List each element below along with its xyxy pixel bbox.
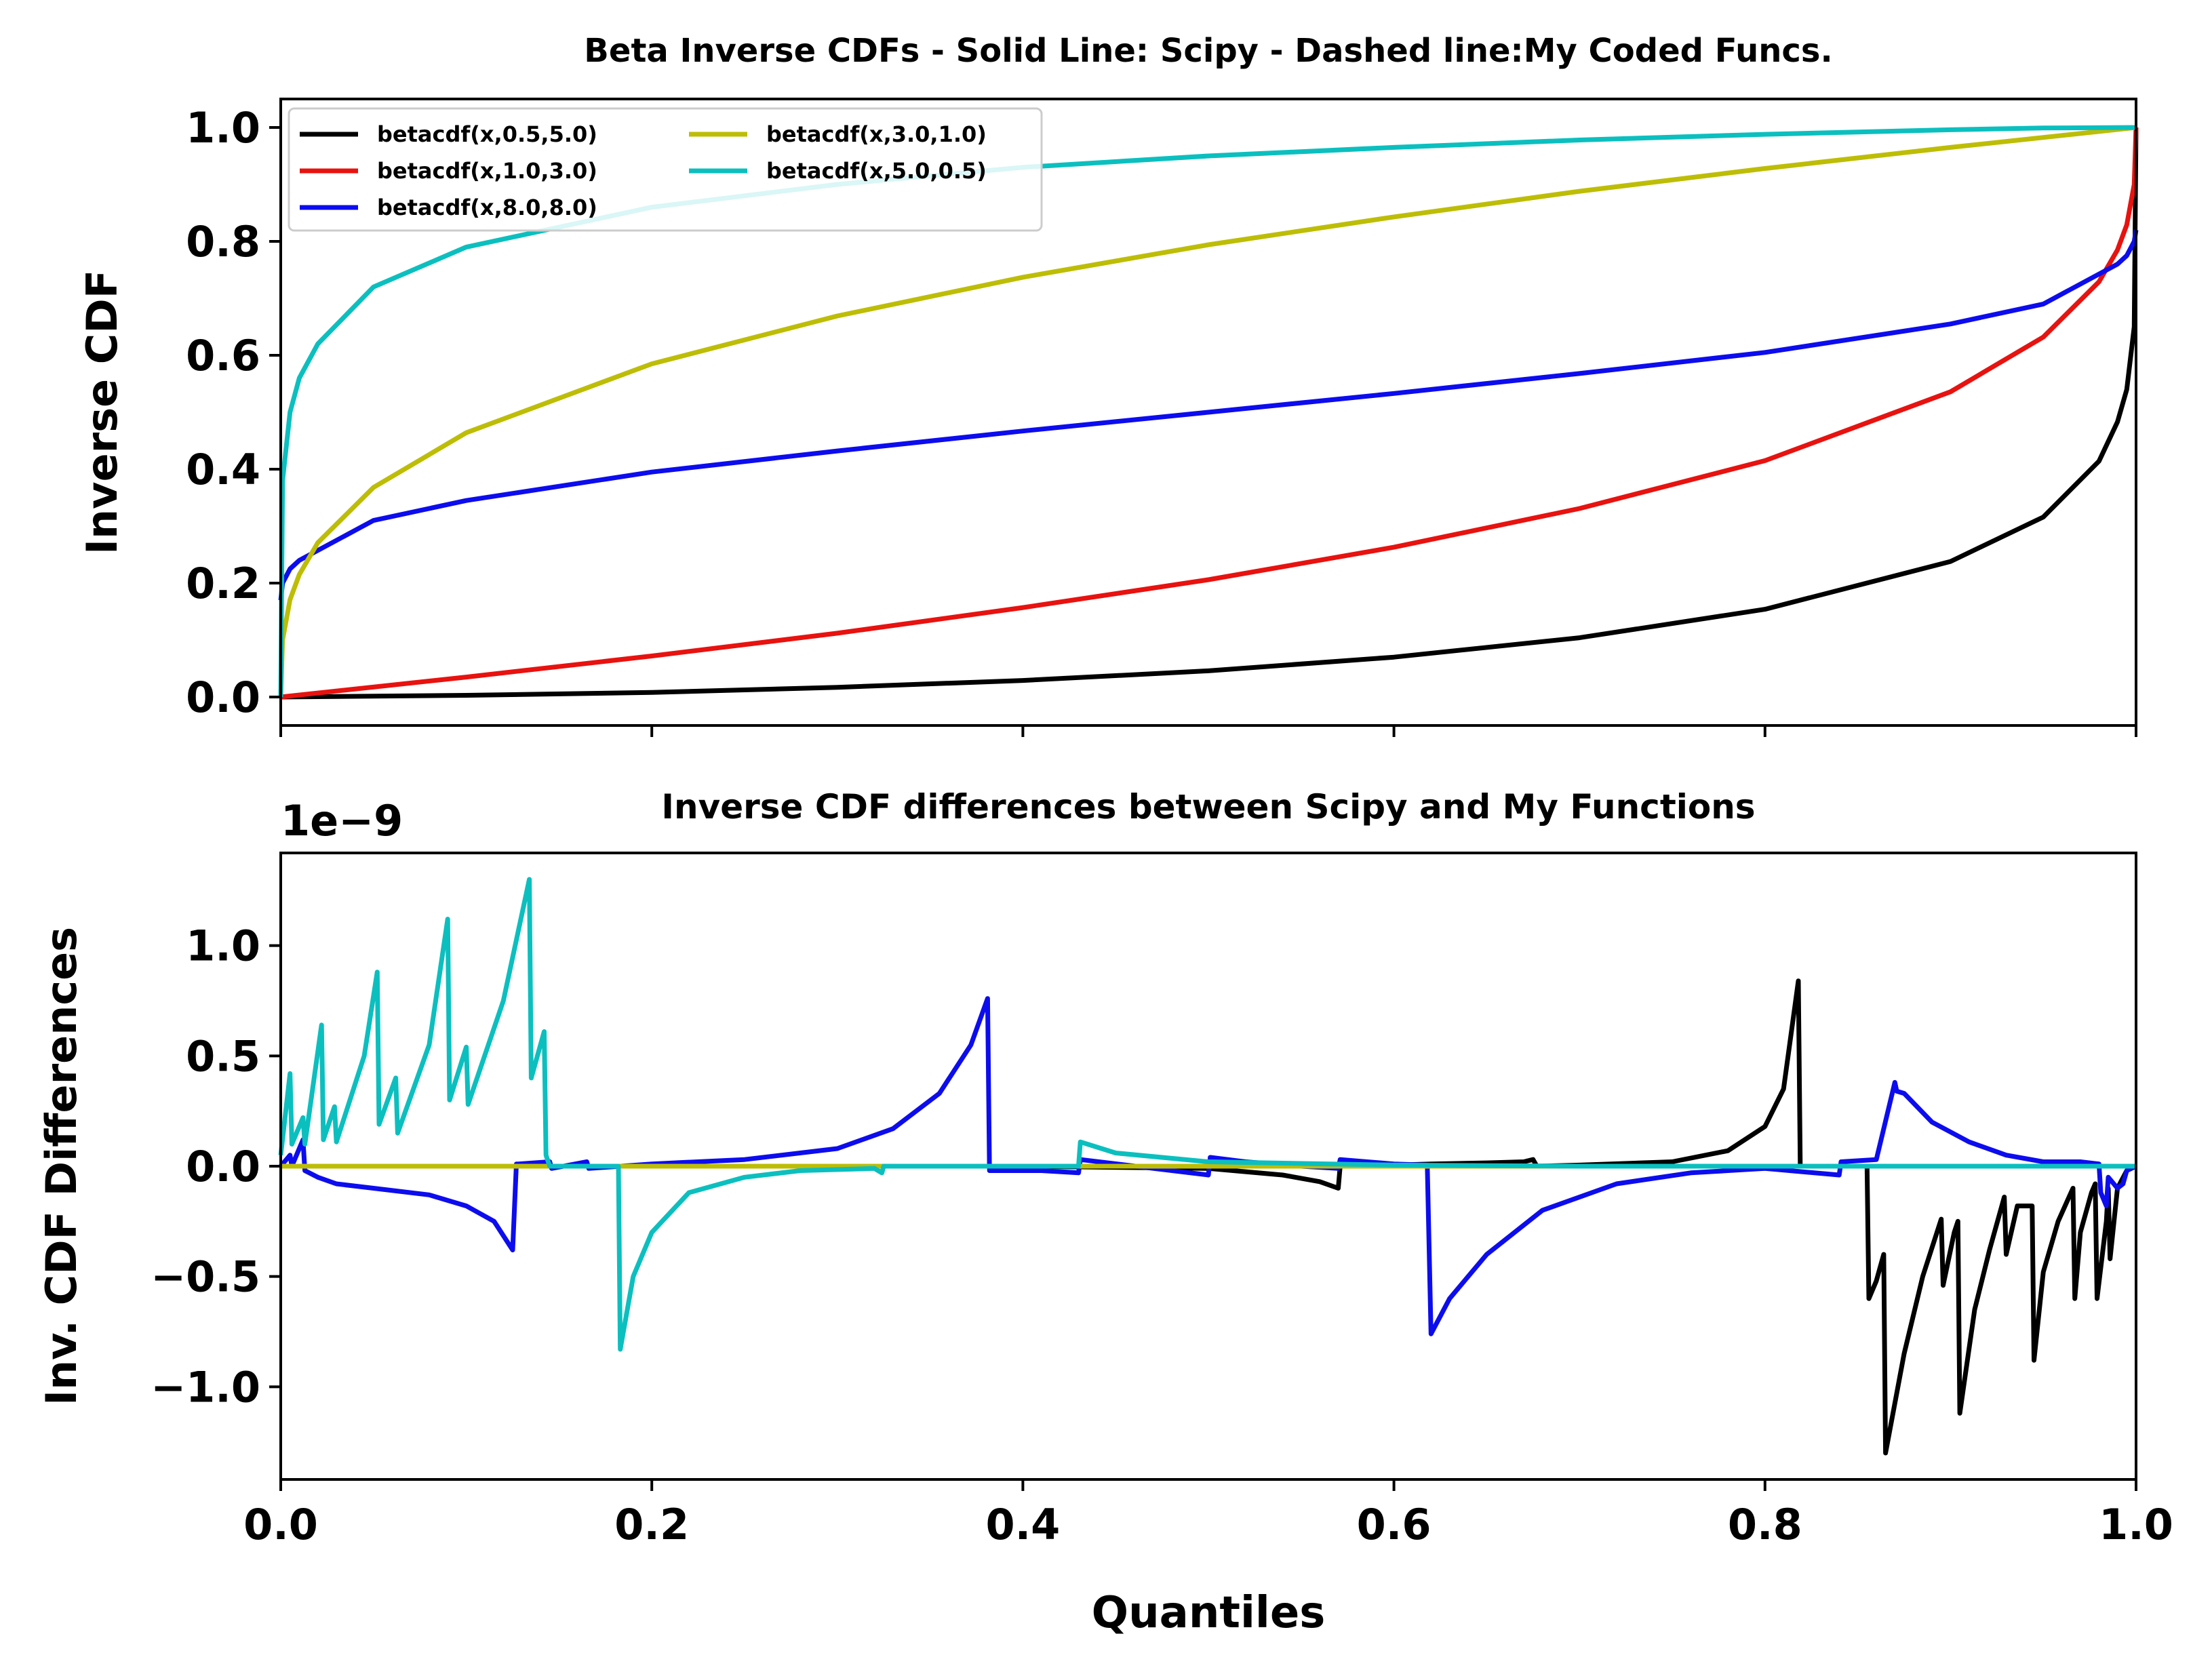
y-tick-label: −0.5: [151, 1252, 260, 1302]
top-series-line-1: [280, 127, 2139, 700]
bottom-y-ticks: −1.0 −0.5 0.0 0.5 1.0: [151, 921, 281, 1412]
legend-entries: betacdf(x,0.5,5.0) betacdf(x,1.0,3.0) beta…: [300, 121, 987, 220]
legend-label: betacdf(x,5.0,0.5): [766, 158, 987, 184]
legend-label: betacdf(x,8.0,8.0): [377, 195, 597, 220]
y-tick-label: 1.0: [186, 103, 260, 153]
x-tick-label: 0.2: [614, 1500, 689, 1549]
bottom-chart-title: Inverse CDF differences between Scipy an…: [661, 787, 1755, 827]
top-series-line-2: [278, 229, 2139, 601]
y-tick-label: 0.0: [186, 1142, 260, 1191]
top-x-ticks: [279, 725, 2137, 737]
top-axes-frame: [279, 98, 2137, 727]
top-series-group: [278, 125, 2139, 700]
top-chart-title: Beta Inverse CDFs - Solid Line: Scipy - …: [584, 32, 1832, 70]
top-legend: betacdf(x,0.5,5.0) betacdf(x,1.0,3.0) beta…: [288, 107, 1043, 232]
bottom-x-ticks: 0.0 0.2 0.4 0.6 0.8 1.0: [243, 1479, 2173, 1549]
legend-label: betacdf(x,3.0,1.0): [766, 121, 987, 147]
x-tick-label: 0.4: [985, 1500, 1060, 1549]
bottom-series-group: [278, 877, 2137, 1456]
bottom-y-axis-label: Inv. CDF Differences: [37, 927, 86, 1406]
top-y-ticks: 0.0 0.2 0.4 0.6 0.8 1.0: [186, 103, 281, 722]
legend-label: betacdf(x,1.0,3.0): [377, 158, 597, 184]
legend-frame: [288, 107, 1043, 232]
y-tick-label: 0.5: [186, 1031, 260, 1081]
top-y-axis-label: Inverse CDF: [77, 270, 127, 555]
bottom-plot-panel: Inverse CDF differences between Scipy an…: [37, 787, 2173, 1638]
y-tick-label: 0.2: [186, 559, 260, 608]
top-series-line-0: [280, 127, 2139, 700]
bottom-series-line-3: [278, 877, 2136, 1352]
x-tick-label: 0.6: [1357, 1500, 1431, 1549]
top-plot-panel: Beta Inverse CDFs - Solid Line: Scipy - …: [77, 32, 2139, 737]
y-tick-label: 0.0: [186, 673, 260, 722]
x-tick-label: 0.8: [1728, 1500, 1802, 1549]
y-tick-label: 0.4: [186, 445, 260, 494]
y-offset-exponent: 1e−9: [281, 796, 403, 845]
y-tick-label: 1.0: [186, 921, 260, 971]
x-axis-label: Quantiles: [1092, 1588, 1326, 1638]
legend-label: betacdf(x,0.5,5.0): [377, 121, 597, 147]
top-series-line-3: [278, 125, 2137, 698]
x-tick-label: 1.0: [2099, 1500, 2173, 1549]
y-tick-label: −1.0: [151, 1362, 260, 1412]
y-tick-label: 0.6: [186, 331, 260, 380]
x-tick-label: 0.0: [243, 1500, 318, 1549]
y-tick-label: 0.8: [186, 217, 260, 266]
